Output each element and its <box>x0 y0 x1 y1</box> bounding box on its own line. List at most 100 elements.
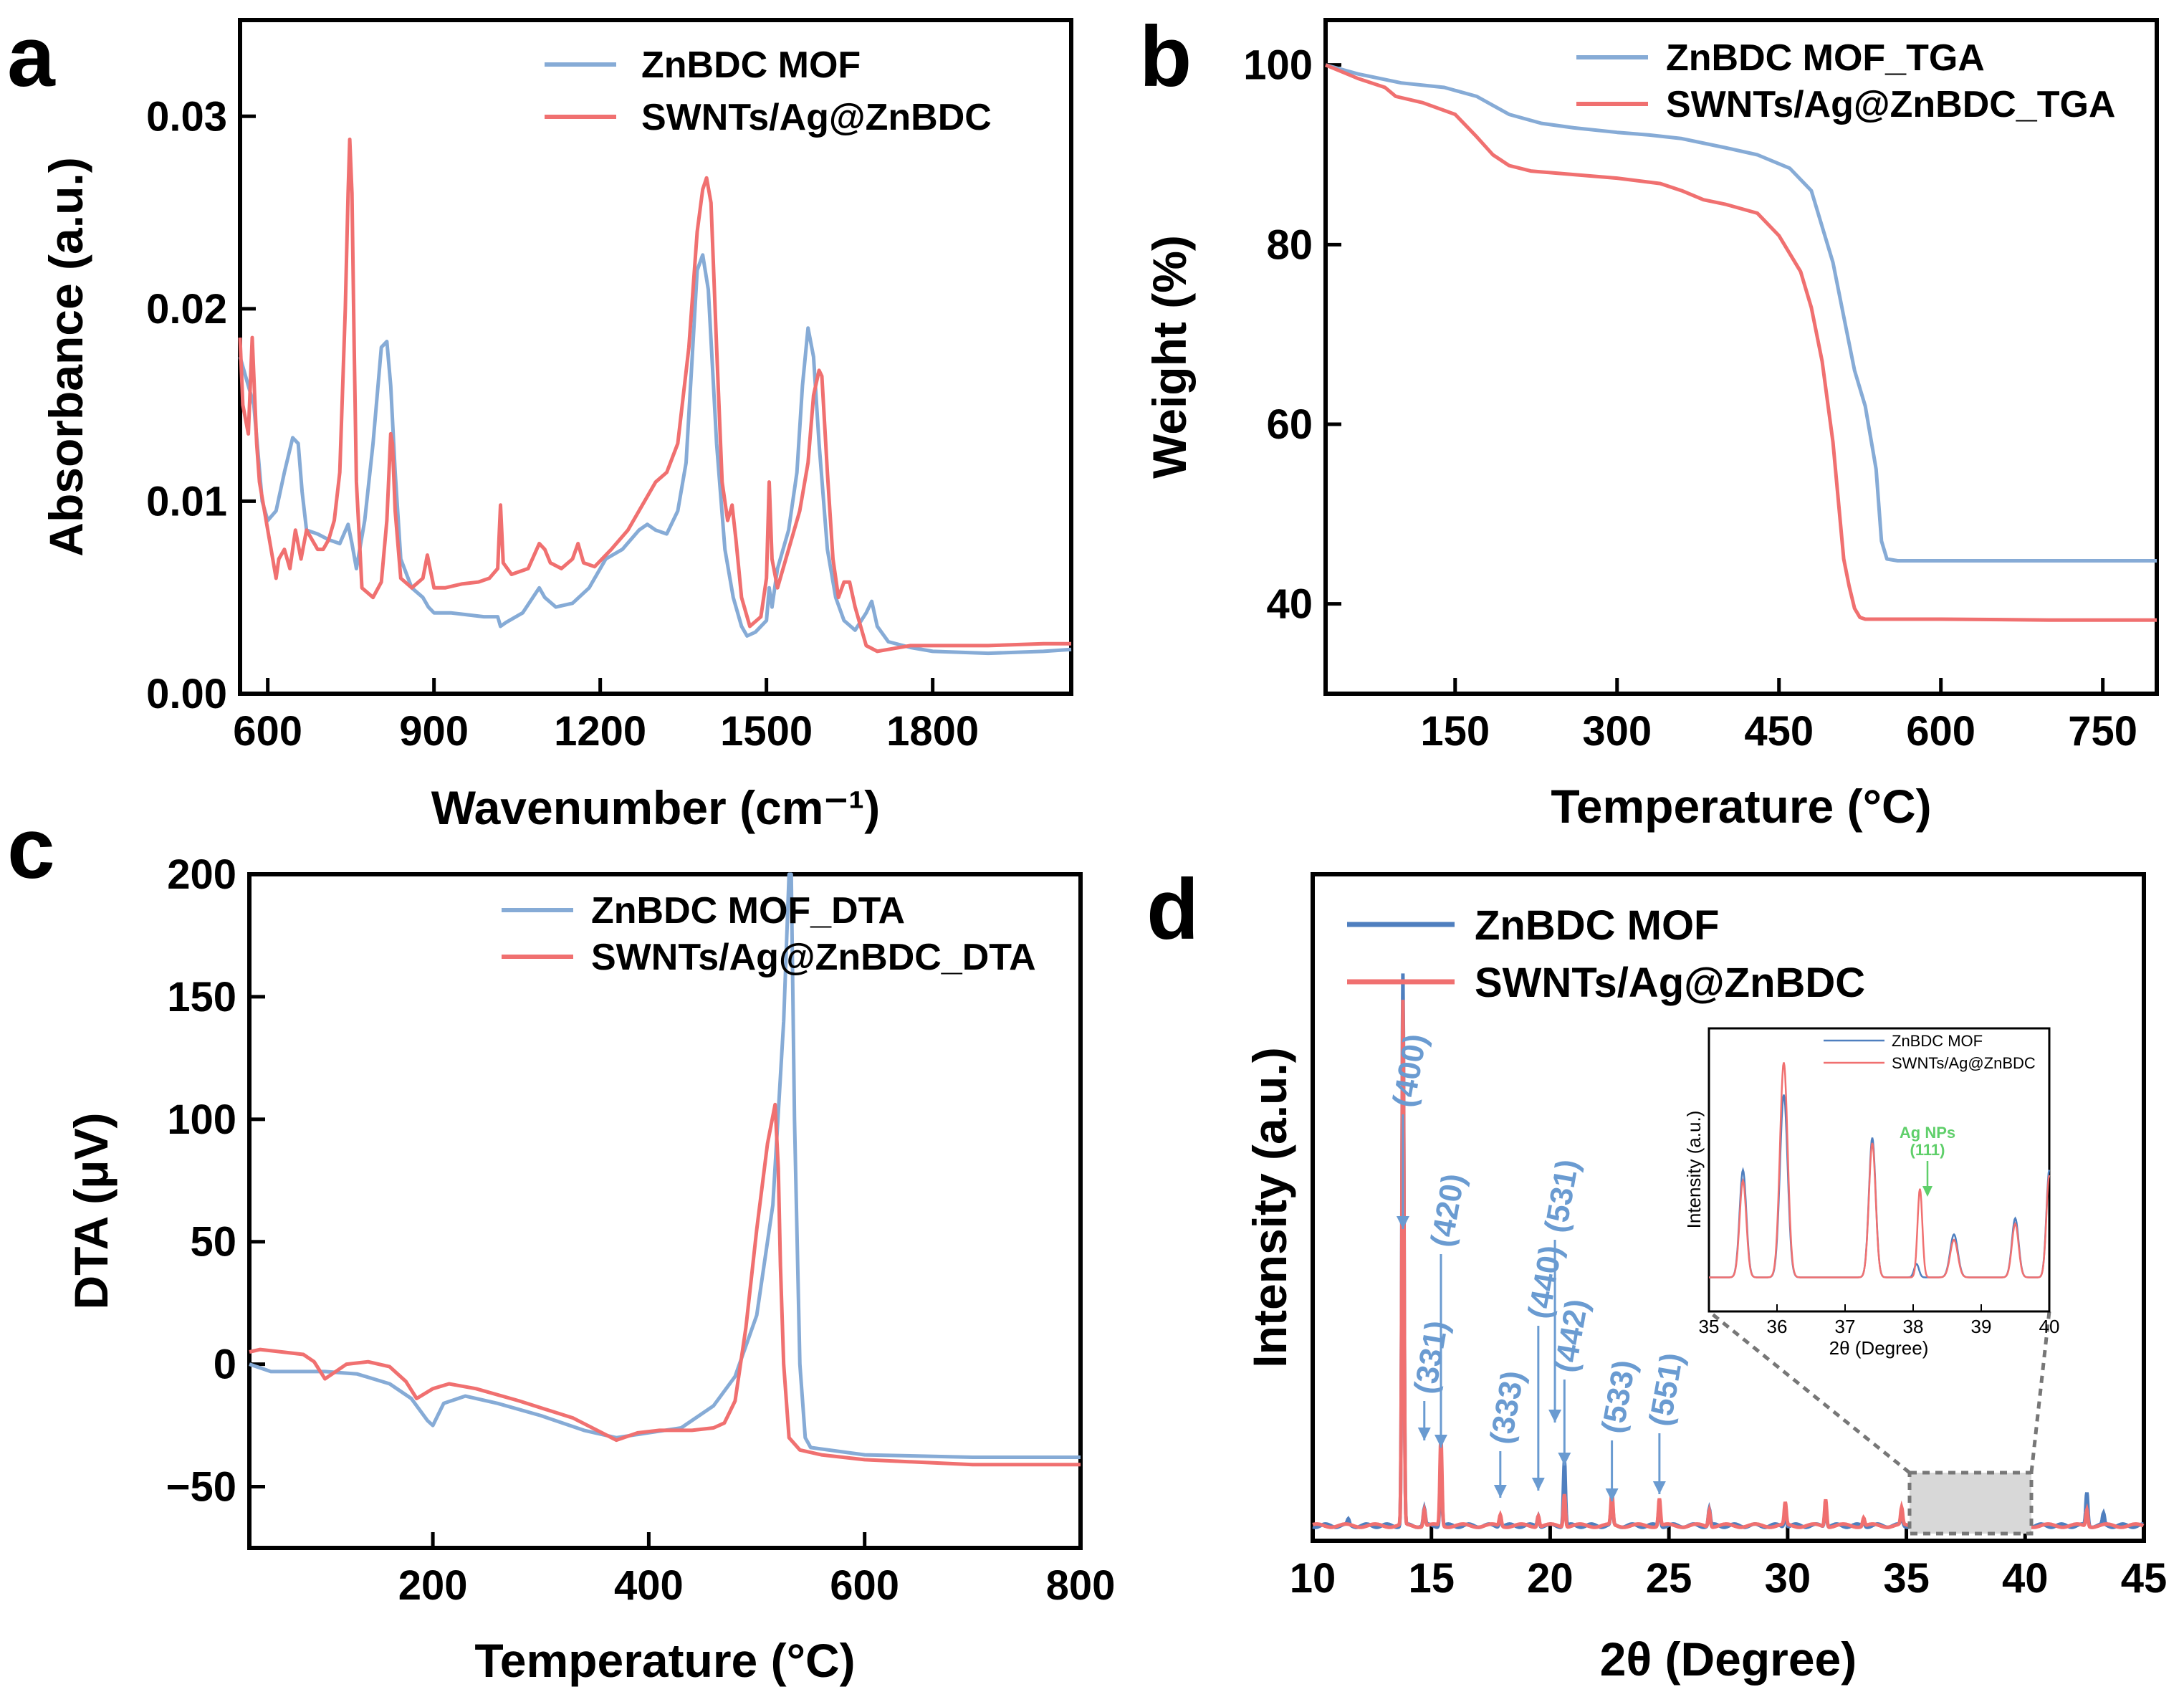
inset-xtick-label-0: 35 <box>1699 1316 1720 1337</box>
c-ytick-label-4: 150 <box>167 974 236 1020</box>
d-xtick-label-7: 45 <box>2121 1555 2168 1602</box>
inset-lines <box>1709 1062 2051 1278</box>
a-series-1 <box>238 138 1071 654</box>
b-ytick-label-3: 100 <box>1243 42 1313 89</box>
panel-c-label: c <box>7 800 55 897</box>
a-ytick-label-2: 0.02 <box>146 286 227 333</box>
hkl-label-7: (533) <box>1595 1357 1642 1436</box>
inset-xtick-label-3: 38 <box>1903 1316 1924 1337</box>
hkl-label-5: (531) <box>1538 1157 1586 1235</box>
panel-b-frame <box>1323 18 2159 696</box>
d-xtick-label-4: 30 <box>1765 1555 1811 1602</box>
c-xtick-label-0: 200 <box>398 1562 468 1609</box>
panel-d: d 10 15 20 25 30 35 40 45 (400) (331) (420) (333) (… <box>1146 861 2167 1686</box>
b-xtick-label-0: 150 <box>1420 708 1490 755</box>
inset-annotation-agnp: Ag NPs <box>1900 1124 1955 1142</box>
panel-b-ylabel: Weight (%) <box>1143 235 1196 479</box>
legend-a-text-1: SWNTs/Ag@ZnBDC <box>641 97 992 138</box>
hkl-label-0: (400) <box>1386 1031 1434 1110</box>
zoom-connector-left <box>1708 1310 1911 1474</box>
panel-b-ticks: 150 300 450 600 750 40 60 80 100 <box>1243 42 2137 755</box>
hkl-label-2: (420) <box>1424 1171 1472 1250</box>
d-xtick-label-0: 10 <box>1290 1555 1336 1602</box>
legend-c-text-0: ZnBDC MOF_DTA <box>591 890 905 932</box>
inset-xtick-label-1: 36 <box>1767 1316 1788 1337</box>
inset-ticks: 35 36 37 38 39 40 <box>1699 1304 2060 1337</box>
panel-a-ylabel: Absorbance (a.u.) <box>39 157 92 556</box>
inset-xtick-label-2: 37 <box>1835 1316 1856 1337</box>
c-ytick-label-5: 200 <box>167 851 236 898</box>
legend-d-text-0: ZnBDC MOF <box>1475 902 1720 949</box>
hkl-arrowhead-4 <box>1531 1478 1545 1491</box>
d-xtick-label-1: 15 <box>1408 1555 1455 1602</box>
d-xtick-label-2: 20 <box>1527 1555 1574 1602</box>
zoom-region <box>1907 1471 2034 1536</box>
b-xtick-label-2: 450 <box>1744 708 1814 755</box>
panel-d-annotations: (400)(331)(420)(333)(440)(531)(442)(533)… <box>1386 1031 1690 1501</box>
panel-a-label: a <box>7 9 56 105</box>
a-xtick-label-4: 1800 <box>886 708 979 755</box>
panel-c-ticks: 200 400 600 800 −50 0 50 100 150 200 <box>166 851 1116 1609</box>
c-xtick-label-1: 400 <box>614 1562 684 1609</box>
c-ytick-label-3: 100 <box>167 1096 236 1143</box>
panel-b-label: b <box>1139 9 1192 105</box>
hkl-arrowhead-5 <box>1548 1410 1562 1423</box>
panel-a-xlabel: Wavenumber (cm⁻¹) <box>431 781 880 834</box>
a-ytick-label-3: 0.03 <box>146 93 227 140</box>
panel-c-lines <box>249 872 1081 1467</box>
legend-d-text-1: SWNTs/Ag@ZnBDC <box>1475 960 1865 1006</box>
legend-b-text-0: ZnBDC MOF_TGA <box>1666 37 1985 79</box>
b-xtick-label-1: 300 <box>1582 708 1652 755</box>
inset-xtick-label-5: 40 <box>2039 1316 2060 1337</box>
hkl-arrowhead-7 <box>1605 1488 1619 1501</box>
hkl-arrowhead-0 <box>1396 1216 1409 1229</box>
a-xtick-label-2: 1200 <box>554 708 646 755</box>
b-series-1 <box>1325 63 2157 622</box>
hkl-label-3: (333) <box>1483 1368 1531 1447</box>
legend-b-text-1: SWNTs/Ag@ZnBDC_TGA <box>1666 84 2115 125</box>
b-ytick-label-1: 60 <box>1266 401 1313 448</box>
legend-a-text-0: ZnBDC MOF <box>641 44 861 86</box>
panel-c: c 200 400 600 800 −50 0 50 100 150 200 Temperatur… <box>7 800 1115 1687</box>
hkl-label-1: (331) <box>1407 1318 1455 1397</box>
c-ytick-label-0: −50 <box>166 1464 236 1511</box>
inset-legend-text-0: ZnBDC MOF <box>1892 1032 1983 1050</box>
hkl-arrowhead-1 <box>1417 1428 1431 1440</box>
hkl-label-8: (551) <box>1642 1350 1690 1429</box>
a-xtick-label-0: 600 <box>233 708 302 755</box>
inset-xtick-label-4: 39 <box>1971 1316 1992 1337</box>
inset-ylabel: Intensity (a.u.) <box>1683 1111 1705 1229</box>
inset-annotation-111: (111) <box>1910 1141 1945 1159</box>
panel-a-ticks: 600 900 1200 1500 1800 0.00 0.01 0.02 0.03 <box>146 93 979 755</box>
a-series-0 <box>238 253 1072 656</box>
inset-xlabel: 2θ (Degree) <box>1829 1337 1929 1359</box>
zoom-connector-right <box>2029 1311 2051 1473</box>
a-xtick-label-1: 900 <box>399 708 469 755</box>
a-ytick-label-0: 0.00 <box>146 671 227 717</box>
panel-d-label: d <box>1146 861 1199 957</box>
inset-annotation-arrowhead <box>1922 1186 1932 1197</box>
d-xtick-label-6: 40 <box>2002 1555 2049 1602</box>
b-series-0 <box>1325 63 2157 563</box>
panel-a: a 600 900 1200 1500 1800 0.00 0.01 0.02 0.03 Wav… <box>7 9 1073 834</box>
hkl-arrowhead-6 <box>1558 1453 1571 1466</box>
c-ytick-label-2: 50 <box>190 1219 236 1266</box>
panel-d-ticks: 10 15 20 25 30 35 40 45 <box>1290 1525 2168 1602</box>
legend-c-text-1: SWNTs/Ag@ZnBDC_DTA <box>591 937 1036 978</box>
panel-b: b 150 300 450 600 750 40 60 80 100 Temperature (… <box>1139 9 2159 833</box>
b-ytick-label-0: 40 <box>1266 581 1313 628</box>
c-xtick-label-3: 800 <box>1046 1562 1116 1609</box>
hkl-arrowhead-2 <box>1434 1435 1447 1448</box>
d-xtick-label-3: 25 <box>1646 1555 1692 1602</box>
a-xtick-label-3: 1500 <box>720 708 813 755</box>
b-xtick-label-4: 750 <box>2068 708 2137 755</box>
b-xtick-label-3: 600 <box>1906 708 1975 755</box>
panel-a-lines <box>238 138 1072 656</box>
c-xtick-label-2: 600 <box>830 1562 899 1609</box>
panel-b-xlabel: Temperature (°C) <box>1551 780 1931 833</box>
c-series-1 <box>249 1102 1081 1467</box>
inset-legend-text-1: SWNTs/Ag@ZnBDC <box>1892 1054 2036 1072</box>
c-ytick-label-1: 0 <box>214 1342 236 1388</box>
a-ytick-label-1: 0.01 <box>146 478 227 525</box>
